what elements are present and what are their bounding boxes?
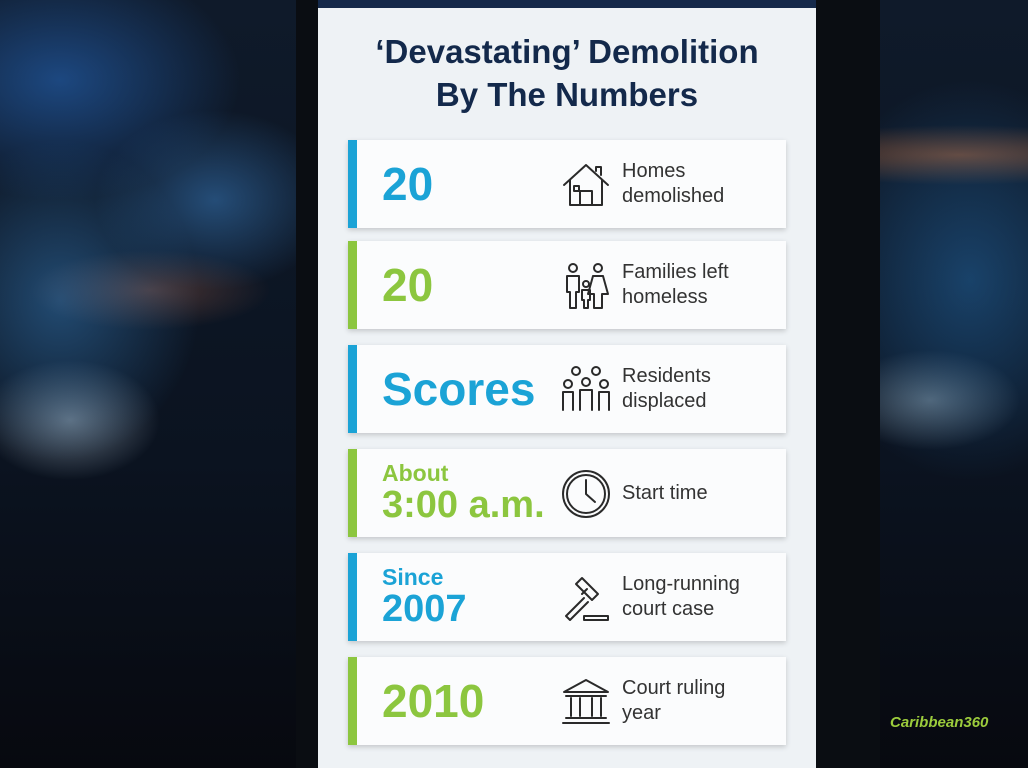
icon [560, 468, 612, 520]
stat-label: Residents displaced [622, 345, 711, 433]
stat: Scores [382, 345, 557, 433]
label-line: year [622, 702, 661, 724]
label-line: displaced [622, 390, 707, 412]
stat-card: About 3:00 a.m. Start time [348, 449, 786, 537]
stat-prefix: Since [382, 564, 444, 590]
stat: 2010 [382, 657, 557, 745]
label-line: Residents [622, 365, 711, 387]
icon [560, 676, 612, 728]
stat-card: Scores Residents displaced [348, 345, 786, 433]
title-line: ‘Devastating’ Demolition [375, 33, 759, 70]
label-line: Families left [622, 261, 729, 283]
label-line: homeless [622, 286, 708, 308]
title-line: By The Numbers [435, 76, 699, 113]
label-line: demolished [622, 185, 725, 207]
stat-label: Court ruling year [622, 657, 725, 745]
icon [560, 572, 612, 624]
accent-bar [348, 241, 357, 329]
stat-label: Families left homeless [622, 241, 729, 329]
icon [560, 364, 612, 416]
logo: Caribbean360 [890, 714, 989, 731]
stat-value: 2010 [382, 675, 485, 727]
stat-value: Scores [382, 363, 536, 415]
stat-value: 3:00 a.m. [382, 484, 545, 526]
stat: Since 2007 [382, 553, 557, 641]
stat-label: Start time [622, 449, 708, 537]
stat-card: 20 Families left homeless [348, 241, 786, 329]
title: ‘Devastating’ Demolition By The Numbers [318, 30, 816, 116]
stat: 20 [382, 241, 557, 329]
label-line: Start time [622, 481, 708, 504]
icon [560, 260, 612, 312]
stat: About 3:00 a.m. [382, 449, 557, 537]
label-line: court case [622, 598, 715, 620]
stat-label: Long-running court case [622, 553, 740, 641]
stat-label: Homes demolished [622, 140, 724, 228]
stat-prefix: About [382, 460, 449, 486]
stat-value: 20 [382, 259, 434, 311]
accent-bar [348, 449, 357, 537]
stat-card: 20 Homes demolished [348, 140, 786, 228]
accent-bar [348, 553, 357, 641]
label-line: Homes [622, 160, 686, 182]
stat-value: 2007 [382, 588, 467, 630]
accent-bar [348, 657, 357, 745]
stat-value: 20 [382, 158, 434, 210]
label-line: Court ruling [622, 677, 726, 699]
stat-card: Since 2007 Long-running court case [348, 553, 786, 641]
icon [560, 159, 612, 211]
label-line: Long-running [622, 573, 740, 595]
stat: 20 [382, 140, 557, 228]
stat-card: 2010 Court ruling year [348, 657, 786, 745]
accent-bar [348, 140, 357, 228]
accent-bar [348, 345, 357, 433]
